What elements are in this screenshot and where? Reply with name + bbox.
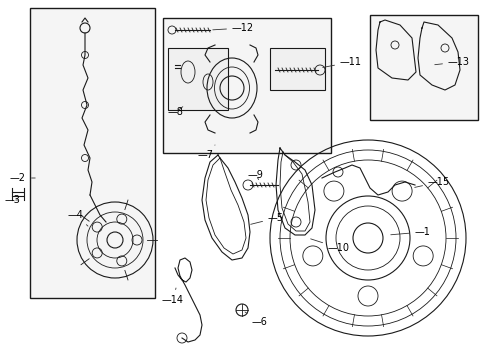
Text: —9: —9 xyxy=(248,170,264,180)
Bar xyxy=(30,8,155,298)
Text: —3: —3 xyxy=(5,195,21,205)
Text: —2: —2 xyxy=(10,173,35,183)
Text: —8: —8 xyxy=(168,107,184,117)
Bar xyxy=(163,18,331,153)
Bar xyxy=(270,48,325,90)
Text: —1: —1 xyxy=(391,227,431,237)
Text: —6: —6 xyxy=(245,312,268,327)
Text: —10: —10 xyxy=(311,239,350,253)
Text: —15: —15 xyxy=(415,177,450,188)
Text: —5: —5 xyxy=(251,213,284,224)
Text: —11: —11 xyxy=(323,57,362,67)
Bar xyxy=(168,48,228,110)
Text: —12: —12 xyxy=(213,23,254,33)
Text: —13: —13 xyxy=(435,57,470,67)
Text: —7: —7 xyxy=(198,145,215,160)
Text: —14: —14 xyxy=(162,288,184,305)
Bar xyxy=(370,15,478,120)
Text: —4: —4 xyxy=(68,210,88,226)
